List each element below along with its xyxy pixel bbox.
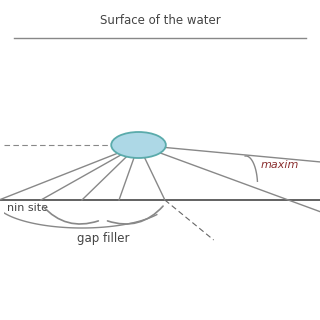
Text: gap filler: gap filler bbox=[77, 232, 129, 245]
Text: maxim: maxim bbox=[260, 160, 299, 170]
Ellipse shape bbox=[111, 132, 166, 158]
Text: nin site: nin site bbox=[7, 203, 48, 213]
Text: Surface of the water: Surface of the water bbox=[100, 13, 220, 27]
